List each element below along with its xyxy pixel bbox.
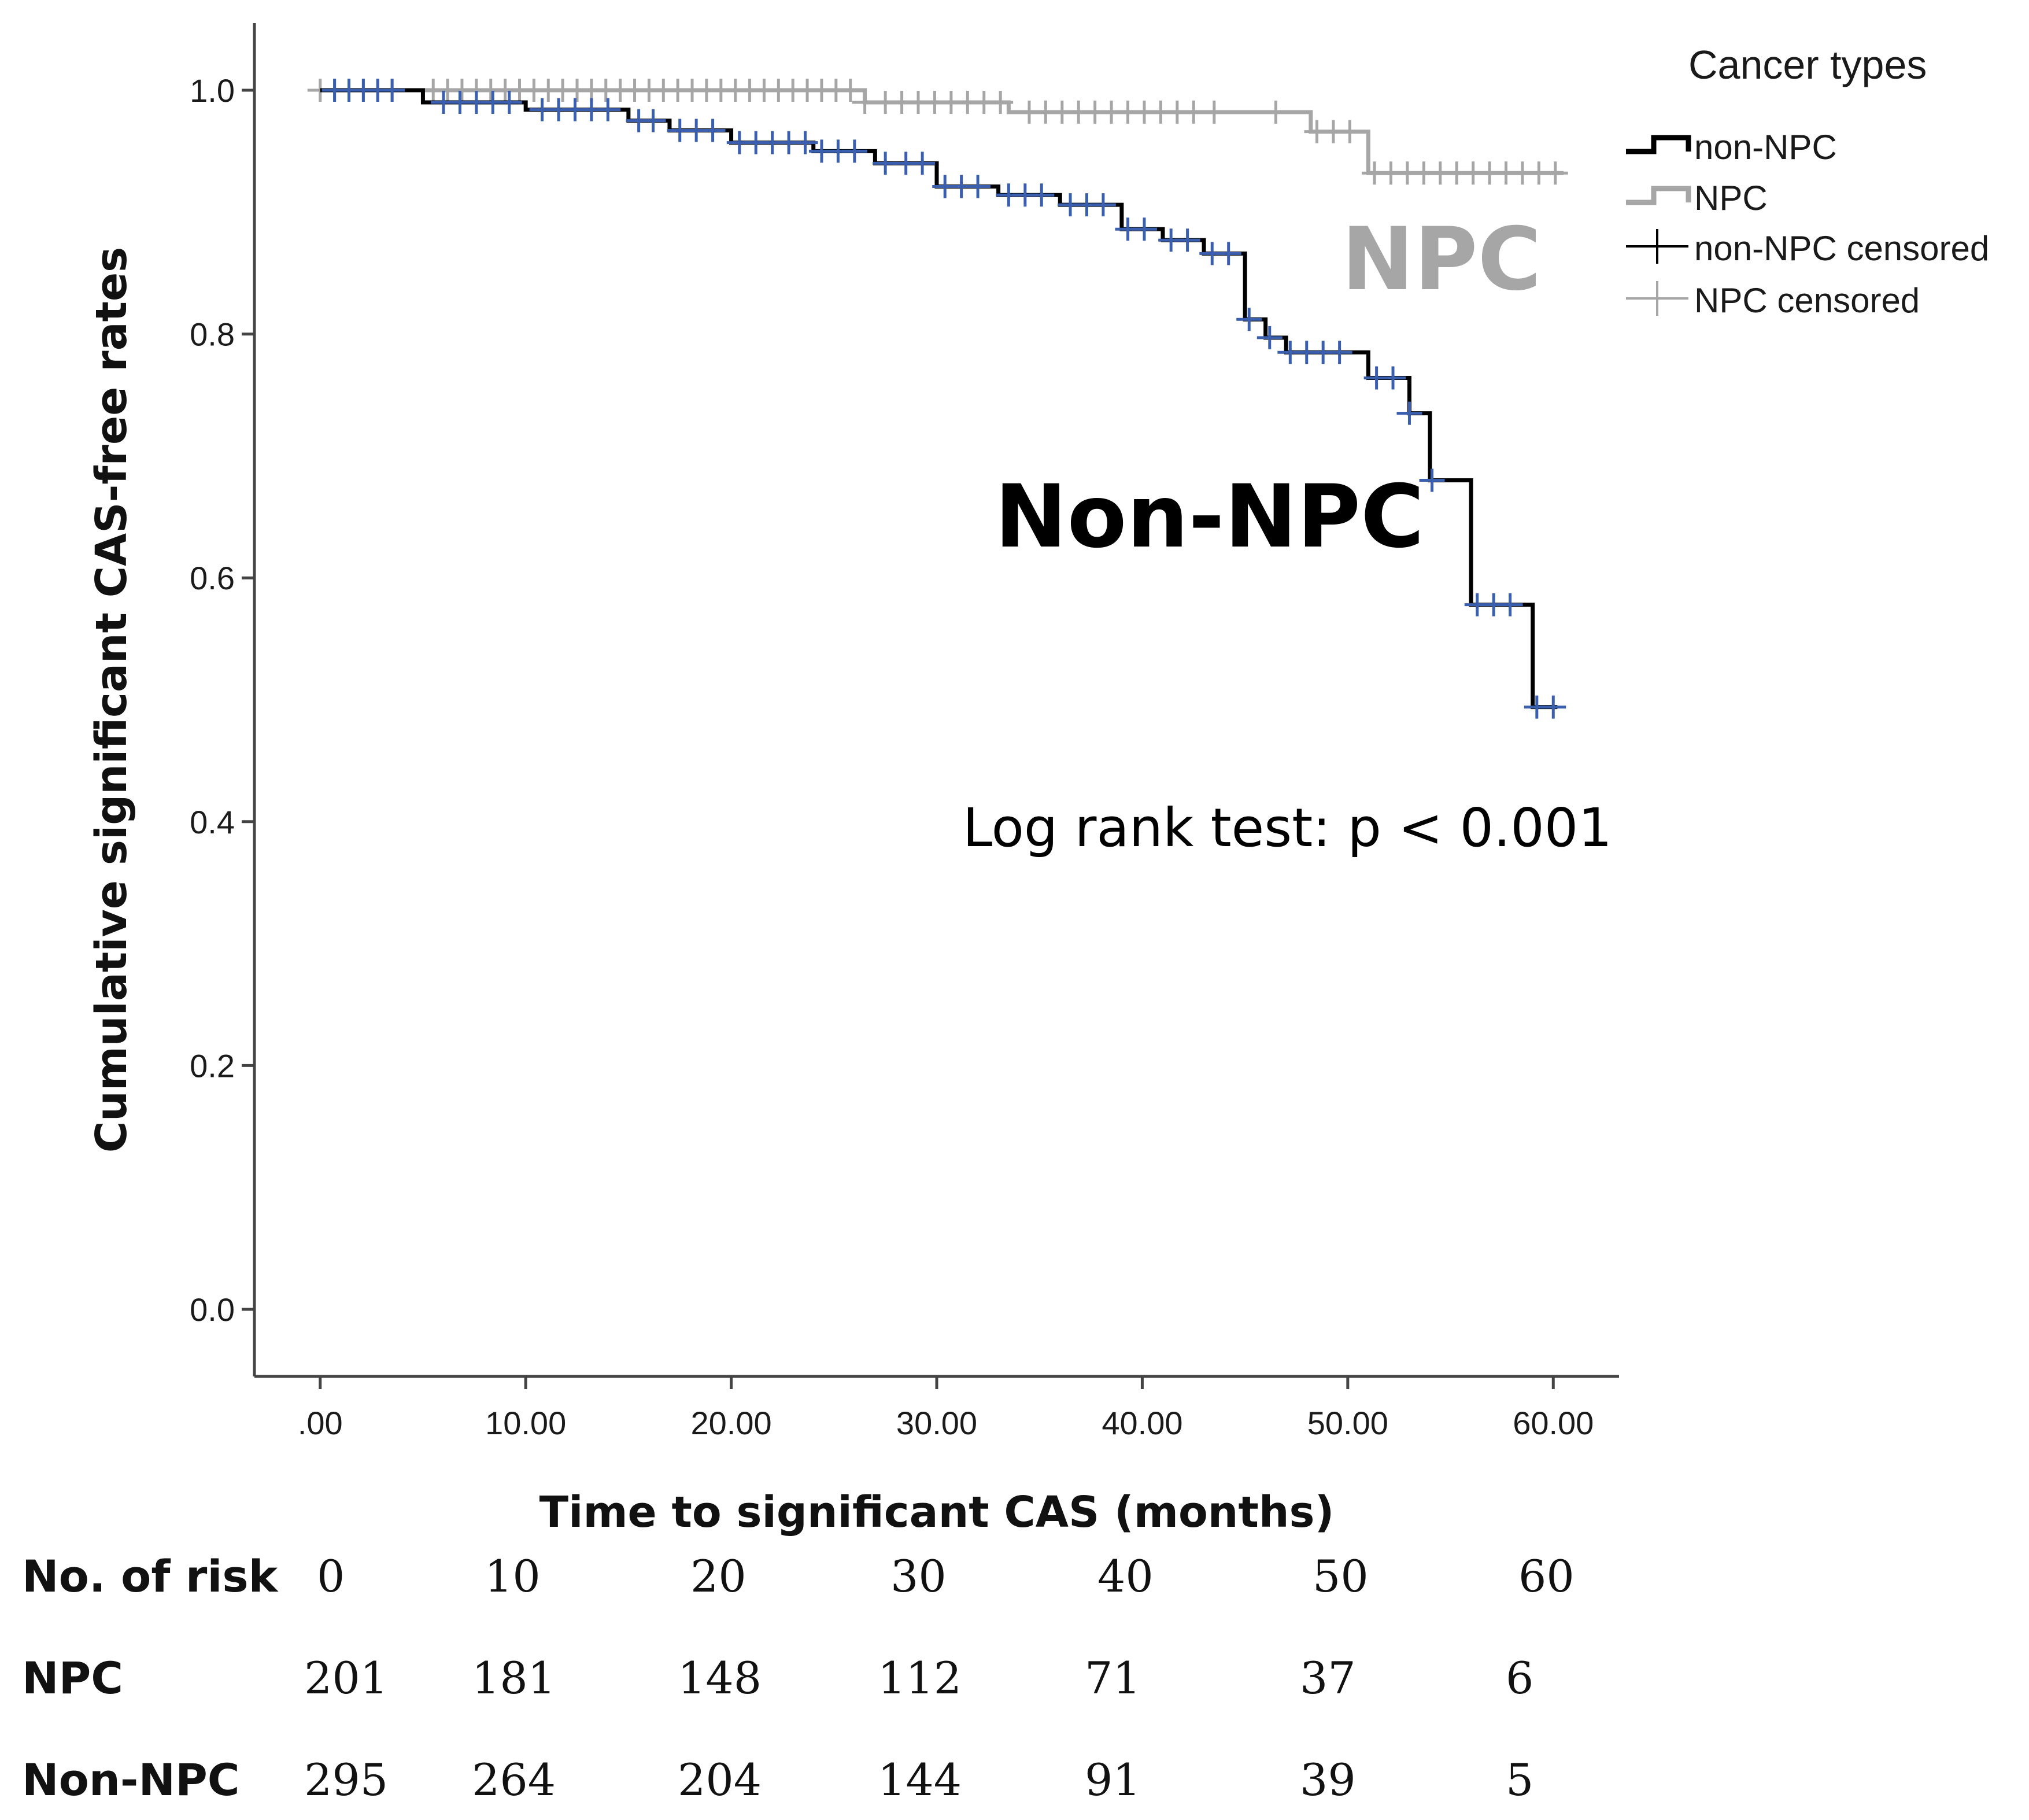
series-layer xyxy=(307,78,1568,719)
legend-entry-non-npc: non-NPC xyxy=(1626,128,1837,167)
legend-entry-npc: NPC xyxy=(1626,179,1768,217)
censor-mark-npc xyxy=(1263,100,1289,124)
censor-mark-npc xyxy=(1201,100,1227,124)
censor-mark-non-npc xyxy=(1419,468,1445,492)
risk-row-npc: 201 181 148 112 71 37 6 xyxy=(304,1652,1533,1704)
risk-row-label-npc: NPC xyxy=(22,1652,123,1704)
y-tick-label: 0.2 xyxy=(190,1047,235,1084)
censor-mark-non-npc xyxy=(640,109,666,132)
axes: 0.0 0.2 0.4 0.6 0.8 1.0 .00 10.00 20.00 30.00 40.… xyxy=(190,23,1619,1441)
non-npc-curve-label: Non-NPC xyxy=(995,467,1424,567)
risk-time-label: 0 xyxy=(317,1550,345,1602)
censor-mark-non-npc xyxy=(1215,242,1241,265)
censor-mark-non-npc xyxy=(1090,193,1116,217)
x-tick-label: 60.00 xyxy=(1513,1405,1594,1441)
x-tick-label: 10.00 xyxy=(485,1405,566,1441)
censor-mark-non-npc xyxy=(1174,228,1200,252)
risk-table-header: No. of risk xyxy=(22,1550,279,1602)
censor-mark-npc xyxy=(988,91,1014,115)
x-tick-label: 30.00 xyxy=(896,1405,977,1441)
censor-mark-non-npc xyxy=(1396,401,1422,425)
risk-time-label: 60 xyxy=(1518,1550,1575,1602)
risk-count: 148 xyxy=(678,1652,762,1704)
censor-mark-non-npc xyxy=(1326,341,1352,364)
risk-count: 112 xyxy=(878,1652,962,1704)
risk-table-times: 0 10 20 30 40 50 60 xyxy=(317,1550,1575,1602)
y-ticks: 0.0 0.2 0.4 0.6 0.8 1.0 xyxy=(190,72,254,1328)
censor-mark-non-npc xyxy=(1131,217,1157,241)
censor-mark-npc xyxy=(1542,161,1568,185)
censor-mark-non-npc xyxy=(1236,308,1262,331)
censor-mark-non-npc xyxy=(841,139,867,163)
risk-count: 295 xyxy=(304,1754,388,1806)
risk-count: 144 xyxy=(878,1754,962,1806)
y-tick-label: 0.6 xyxy=(190,560,235,596)
risk-time-label: 50 xyxy=(1313,1550,1369,1602)
risk-count: 6 xyxy=(1506,1652,1533,1704)
x-tick-label: 20.00 xyxy=(691,1405,772,1441)
legend-label-npc: NPC xyxy=(1694,179,1768,217)
censor-mark-non-npc xyxy=(792,131,818,154)
y-tick-label: 0.8 xyxy=(190,316,235,353)
legend-swatch-non-npc xyxy=(1626,135,1691,154)
censor-mark-non-npc xyxy=(1540,695,1566,719)
risk-count: 71 xyxy=(1085,1652,1141,1704)
legend-entry-non-npc-censored: non-NPC censored xyxy=(1626,229,1989,268)
legend-entry-npc-censored: NPC censored xyxy=(1626,281,1920,320)
x-tick-label: 40.00 xyxy=(1102,1405,1182,1441)
x-ticks: .00 10.00 20.00 30.00 40.00 50.00 60.00 xyxy=(298,1376,1594,1441)
x-tick-label: 50.00 xyxy=(1307,1405,1388,1441)
censor-mark-non-npc xyxy=(965,175,991,198)
risk-count: 37 xyxy=(1300,1652,1356,1704)
log-rank-test-label: Log rank test: p < 0.001 xyxy=(963,797,1612,859)
censor-mark-non-npc xyxy=(1380,366,1406,390)
censor-mark-non-npc xyxy=(910,152,936,175)
y-tick-label: 0.0 xyxy=(190,1291,235,1328)
risk-table: No. of risk 0 10 20 30 40 50 60 NPC 201 181 148 1… xyxy=(22,1550,1575,1806)
legend-censor-npc xyxy=(1626,281,1688,316)
risk-row-label-non-npc: Non-NPC xyxy=(22,1754,240,1806)
censor-mark-npc xyxy=(1337,120,1363,143)
series-non-npc xyxy=(320,78,1566,719)
risk-count: 39 xyxy=(1300,1754,1356,1806)
risk-time-label: 40 xyxy=(1097,1550,1154,1602)
y-axis-title: Cumulative significant CAS-free rates xyxy=(87,247,136,1153)
npc-curve-label: NPC xyxy=(1341,209,1542,310)
legend-label-non-npc-censored: non-NPC censored xyxy=(1694,229,1989,268)
censor-mark-non-npc xyxy=(496,91,522,115)
legend-label-non-npc: non-NPC xyxy=(1694,128,1837,167)
legend: Cancer types non-NPC NPC non-NPC censore… xyxy=(1626,42,1989,320)
y-tick-label: 0.4 xyxy=(190,804,235,840)
censor-mark-non-npc xyxy=(1029,183,1055,207)
risk-count: 204 xyxy=(678,1754,762,1806)
legend-censor-non-npc xyxy=(1626,229,1688,264)
legend-label-npc-censored: NPC censored xyxy=(1694,281,1920,320)
censor-mark-non-npc xyxy=(595,98,621,121)
risk-count: 91 xyxy=(1085,1754,1141,1806)
x-axis-title: Time to significant CAS (months) xyxy=(539,1487,1335,1537)
censor-mark-npc xyxy=(837,78,863,102)
risk-count: 264 xyxy=(472,1754,556,1806)
risk-row-non-npc: 295 264 204 144 91 39 5 xyxy=(304,1754,1533,1806)
risk-time-label: 10 xyxy=(485,1550,541,1602)
censor-mark-non-npc xyxy=(700,119,726,142)
y-tick-label: 1.0 xyxy=(190,72,235,109)
risk-count: 181 xyxy=(472,1652,556,1704)
risk-count: 5 xyxy=(1506,1754,1533,1806)
censor-mark-non-npc xyxy=(379,78,405,102)
legend-swatch-npc xyxy=(1626,186,1691,205)
censor-mark-non-npc xyxy=(1497,593,1523,616)
risk-count: 201 xyxy=(304,1652,388,1704)
legend-title: Cancer types xyxy=(1688,42,1927,87)
series-npc xyxy=(307,78,1568,185)
x-tick-label: .00 xyxy=(298,1405,343,1441)
risk-time-label: 20 xyxy=(690,1550,746,1602)
censor-mark-non-npc xyxy=(1256,326,1283,349)
risk-time-label: 30 xyxy=(890,1550,947,1602)
